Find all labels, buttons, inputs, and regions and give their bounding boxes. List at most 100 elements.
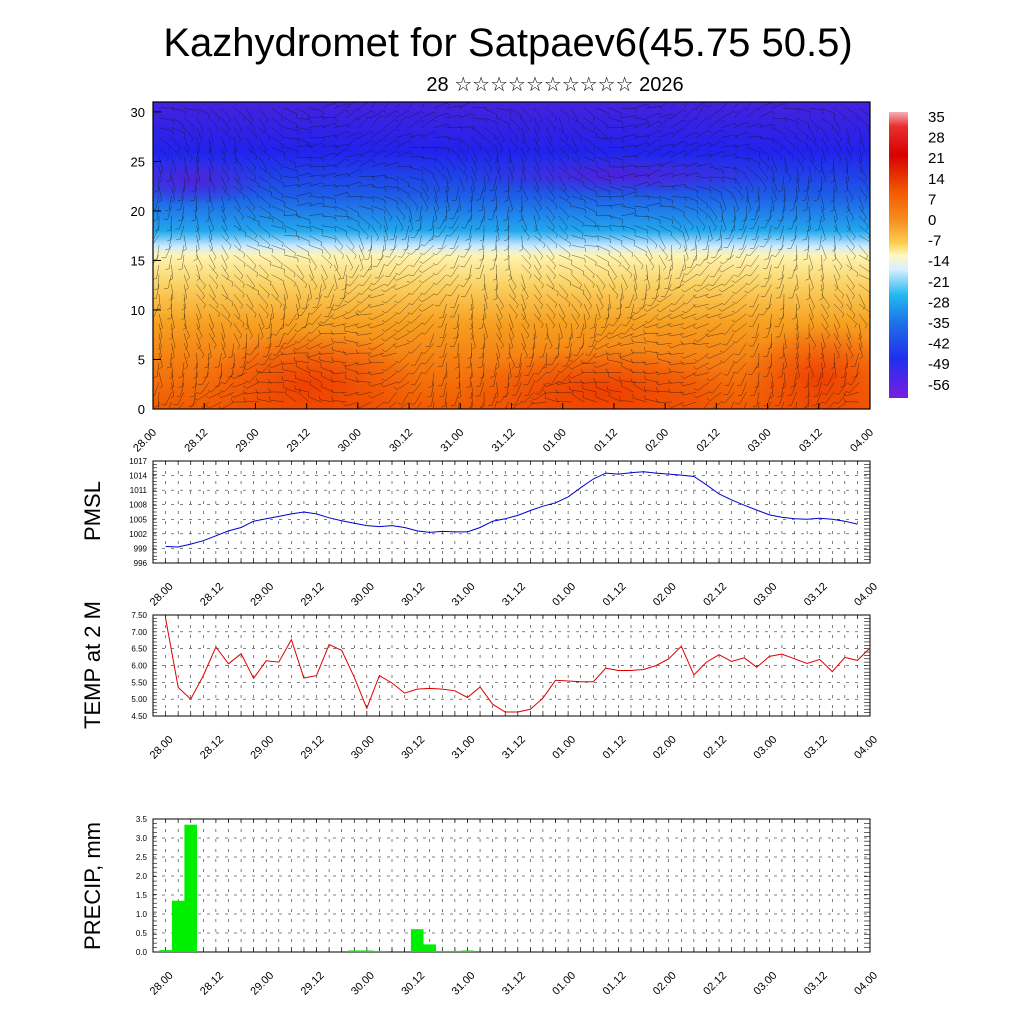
wind-barb [296, 235, 310, 246]
wind-barb [296, 215, 311, 225]
wind-barb [617, 341, 635, 346]
wind-barb [858, 294, 866, 310]
wind-barb [571, 313, 579, 330]
wind-barb [396, 176, 410, 188]
wind-barb [475, 382, 485, 397]
wind-barb [408, 119, 424, 128]
wind-barb [368, 391, 385, 399]
wind-barb [774, 313, 785, 328]
wind-barb [583, 166, 598, 176]
wind-barb [521, 166, 526, 183]
wind-barb [408, 156, 425, 161]
wind-barb [382, 294, 397, 304]
wind-barb [308, 303, 322, 315]
wind-barb [371, 128, 387, 138]
wind-barb [846, 186, 854, 202]
wind-barb [846, 274, 855, 290]
wind-barb [220, 382, 235, 393]
wind-barb [309, 380, 322, 393]
wind-barb [178, 205, 185, 222]
wind-barb [279, 313, 285, 330]
wind-barb [383, 274, 397, 286]
wind-barb [460, 274, 472, 287]
wind-barb [746, 245, 760, 257]
precip-bar [373, 950, 386, 952]
wind-barb [571, 303, 580, 319]
pmsl-ylabel: PMSL [80, 481, 105, 541]
heatmap-y-tick-label: 30 [131, 105, 145, 120]
wind-barb [355, 361, 372, 366]
wind-barb [658, 205, 675, 211]
wind-barb [301, 294, 310, 309]
wind-barb [723, 382, 735, 396]
wind-barb [596, 205, 613, 210]
wind-barb [760, 284, 772, 297]
wind-barb [583, 186, 598, 197]
wind-barb [608, 117, 624, 126]
wind-barb [773, 254, 785, 268]
wind-barb [196, 117, 204, 134]
wind-barb [646, 225, 660, 236]
wind-barb [158, 107, 175, 112]
wind-barb [558, 137, 570, 151]
wind-barb [693, 323, 710, 329]
wind-barb [558, 284, 569, 299]
heatmap-x-tick-label: 01.00 [541, 427, 569, 455]
wind-barb [568, 378, 585, 383]
wind-barb [331, 356, 347, 364]
wind-barb [655, 370, 672, 375]
wind-barb [658, 235, 666, 252]
wind-barb [546, 235, 558, 249]
wind-barb [858, 186, 868, 202]
wind-barb [344, 327, 360, 334]
wind-barb [751, 323, 760, 338]
wind-barb [630, 323, 647, 331]
wind-barb [346, 159, 362, 167]
wind-barb [722, 333, 735, 346]
wind-barb [596, 235, 611, 244]
wind-barb [546, 264, 556, 280]
wind-barb [161, 245, 172, 259]
wind-barb [432, 274, 447, 285]
wind-barb [246, 294, 254, 310]
wind-barb [608, 235, 623, 245]
wind-barb [258, 274, 272, 286]
wind-barb [571, 176, 585, 187]
wind-barb [439, 382, 447, 397]
wind-barb [521, 127, 526, 144]
wind-barb [418, 294, 435, 303]
wind-barb [808, 137, 820, 152]
wind-barb [815, 235, 822, 251]
wind-barb [230, 391, 247, 398]
wind-barb [154, 392, 160, 408]
precip-bar [184, 824, 197, 952]
precip-y-tick-label: 1.5 [136, 891, 148, 900]
wind-barb [808, 294, 816, 310]
wind-barb [183, 333, 189, 350]
precip-y-tick-label: 3.5 [136, 815, 148, 824]
wind-barb [546, 205, 555, 221]
wind-barb [421, 146, 438, 152]
wind-barb [308, 116, 325, 121]
wind-barb [275, 333, 285, 347]
wind-barb [735, 392, 747, 405]
wind-barb [368, 358, 385, 364]
wind-barb [718, 264, 735, 273]
wind-barb [420, 284, 435, 295]
wind-barb [721, 110, 738, 118]
wind-barb [720, 294, 735, 305]
wind-barb [246, 215, 260, 226]
wind-barb [191, 205, 197, 222]
wind-barb [523, 372, 535, 386]
wind-barb [743, 401, 747, 409]
wind-barb [583, 127, 597, 138]
wind-barb [693, 313, 710, 321]
wind-barb [203, 362, 210, 378]
wind-barb [605, 368, 622, 373]
wind-barb [176, 196, 185, 211]
wind-barb [658, 132, 675, 138]
wind-barb [508, 294, 519, 309]
wind-barb [583, 205, 597, 217]
wind-barb [372, 254, 385, 268]
